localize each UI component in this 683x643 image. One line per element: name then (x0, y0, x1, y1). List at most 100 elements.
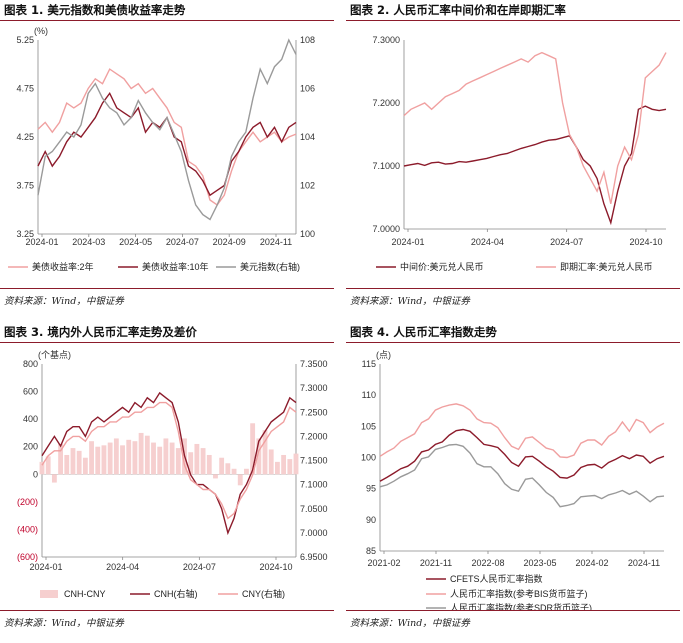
bar-cnh-cny (132, 441, 138, 475)
y-tick-label: 5.25 (16, 35, 34, 45)
y-tick-label: 7.0000 (372, 224, 400, 234)
y-tick-label: 90 (366, 515, 376, 525)
legend-label: 美债收益率:2年 (32, 261, 94, 272)
y-tick-label: 7.2000 (372, 98, 400, 108)
y-right-tick-label: 7.2500 (300, 407, 328, 417)
y-right-tick-label: 102 (300, 181, 315, 191)
chart-panel-2: 图表 2. 人民币汇率中间价和在岸即期汇率 7.3000 7.2000 7.1000… (346, 0, 681, 321)
x-tick-label: 2024-02 (575, 558, 608, 568)
title-rule (346, 342, 680, 343)
series-line-0 (37, 68, 297, 206)
y-tick-label: 200 (23, 442, 38, 452)
bar-cnh-cny (281, 454, 287, 475)
y-tick-label: 100 (361, 453, 376, 463)
bar-cnh-cny (45, 456, 51, 475)
chart-title-4: 图表 4. 人民币汇率指数走势 (350, 325, 497, 339)
legend-label: 人民币汇率指数(参考BIS货币篮子) (450, 588, 588, 599)
series-line-2 (379, 443, 665, 508)
y-tick-label: 600 (23, 387, 38, 397)
bar-cnh-cny (219, 457, 225, 475)
y-tick-label: 400 (23, 414, 38, 424)
source-note: 资料来源：Wind，中银证券 (350, 296, 470, 307)
y-tick-label: 7.1000 (372, 161, 400, 171)
y-tick-label: 115 (362, 359, 376, 369)
bar-cnh-cny (274, 461, 280, 475)
legend-label: 美债收益率:10年 (142, 261, 209, 272)
legend-label: CFETS人民币汇率指数 (450, 573, 543, 584)
bar-cnh-cny (107, 442, 113, 475)
chart-panel-3: 图表 3. 境内外人民币汇率走势及差价 (个基点) 800 600 400 200 0 (2… (0, 322, 335, 643)
footer-rule (0, 288, 334, 289)
bar-cnh-cny (206, 454, 212, 475)
bar-cnh-cny (89, 441, 94, 475)
bar-cnh-cny (95, 446, 101, 475)
source-note: 资料来源：Wind，中银证券 (4, 296, 124, 307)
series-line-2 (41, 401, 297, 520)
source-note: 资料来源：Wind，中银证券 (350, 618, 470, 629)
footer-rule (346, 610, 680, 611)
bar-cnh-cny (194, 443, 200, 475)
y-tick-label: (400) (17, 524, 38, 534)
bar-cnh-cny (113, 438, 119, 475)
unit-label: (个基点) (38, 349, 71, 360)
x-tick-label: 2024-01 (391, 237, 424, 247)
bar-cnh-cny (51, 474, 57, 483)
y-tick-label: 105 (361, 421, 376, 431)
bar-cnh-cny (144, 435, 150, 475)
bar-cnh-cny (163, 438, 169, 475)
bar-cnh-cny (169, 442, 175, 475)
bar-cnh-cny (287, 459, 293, 475)
x-tick-label: 2024-07 (183, 562, 216, 572)
bar-cnh-cny (101, 445, 107, 475)
chart-title-2: 图表 2. 人民币汇率中间价和在岸即期汇率 (350, 3, 566, 17)
y-tick-label: 3.25 (16, 229, 34, 239)
y-tick-label: (600) (17, 552, 38, 562)
x-tick-label: 2024-05 (119, 237, 152, 247)
bar-cnh-cny (237, 474, 243, 486)
x-tick-label: 2024-07 (550, 237, 583, 247)
x-tick-label: 2024-11 (628, 558, 660, 568)
y-tick-label: 95 (366, 484, 376, 494)
x-tick-label: 2024-11 (260, 237, 292, 247)
y-tick-label: (200) (17, 497, 38, 507)
y-tick-label: 85 (366, 546, 376, 556)
bar-cnh-cny (58, 443, 64, 475)
x-tick-label: 2024-09 (213, 237, 246, 247)
bar-cnh-cny (293, 453, 299, 475)
series-line-0 (403, 105, 667, 226)
bar-cnh-cny (151, 442, 156, 475)
legend-label: CNY(右轴) (242, 588, 285, 599)
series-line-1 (379, 403, 665, 459)
bar-cnh-cny (138, 432, 144, 475)
y-tick-label: 0 (33, 469, 38, 479)
y-tick-label: 3.75 (16, 181, 34, 191)
x-tick-label: 2021-11 (420, 558, 452, 568)
y-right-tick-label: 104 (300, 132, 315, 142)
chart-panel-4: 图表 4. 人民币汇率指数走势 (点) 115 110 105 100 95 90 85 202… (346, 322, 681, 643)
y-tick-label: 110 (362, 390, 376, 400)
footer-rule (0, 610, 334, 611)
y-right-tick-label: 7.3000 (300, 383, 328, 393)
y-right-tick-label: 6.9500 (300, 552, 328, 562)
unit-label: (%) (34, 26, 48, 36)
y-right-tick-label: 106 (300, 84, 315, 94)
x-tick-label: 2024-04 (106, 562, 139, 572)
bar-cnh-cny (225, 463, 231, 475)
bar-cnh-cny (64, 454, 70, 475)
y-right-tick-label: 7.3500 (300, 359, 328, 369)
bar-cnh-cny (126, 439, 132, 475)
legend-label: 中间价:美元兑人民币 (400, 261, 484, 272)
x-tick-label: 2024-04 (471, 237, 504, 247)
bar-cnh-cny (120, 445, 125, 475)
y-right-tick-label: 7.1000 (300, 480, 328, 490)
chart-3-svg: (个基点)800 600 400 200 0 (200) (400) (600) 7.3500 7… (17, 349, 328, 599)
bar-cnh-cny (268, 449, 274, 475)
bar-cnh-cny (213, 474, 218, 479)
chart-panel-1: 图表 1. 美元指数和美债收益率走势 (%) 5.25 4.75 4.25 3.75 3.… (0, 0, 335, 321)
legend-label: CNH(右轴) (154, 588, 198, 599)
x-tick-label: 2024-01 (29, 562, 62, 572)
bar-cnh-cny (231, 468, 237, 475)
unit-label: (点) (376, 350, 391, 360)
chart-1-svg: (%)5.25 4.75 4.25 3.75 3.25 108 106 104 102 100 20… (8, 26, 315, 272)
y-right-tick-label: 7.2000 (300, 431, 328, 441)
